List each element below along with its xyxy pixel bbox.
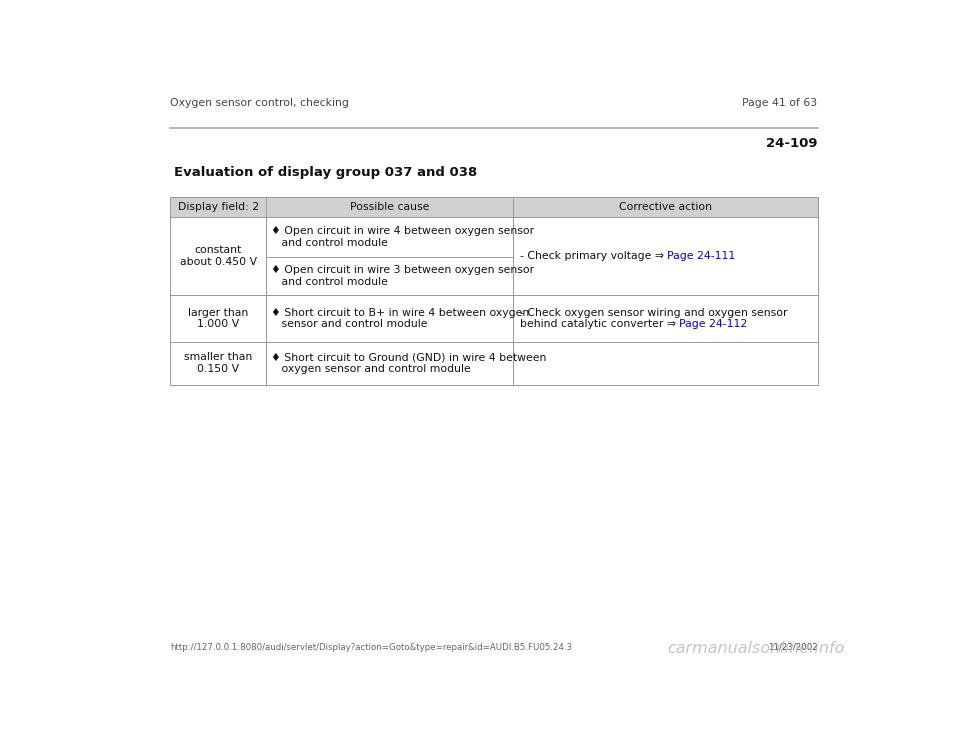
Text: 24-109: 24-109 [766,137,818,150]
Text: ♦ Open circuit in wire 4 between oxygen sensor
   and control module: ♦ Open circuit in wire 4 between oxygen … [271,226,534,248]
Text: Display field: 2: Display field: 2 [178,202,259,212]
Bar [514,295,818,341]
Text: - Check primary voltage ⇒: - Check primary voltage ⇒ [519,251,667,261]
Bar [266,295,514,341]
Text: Oxygen sensor control, checking: Oxygen sensor control, checking [170,97,349,108]
Bar [266,217,514,257]
Text: Page 41 of 63: Page 41 of 63 [742,97,818,108]
Text: carmanualsonline.info: carmanualsonline.info [667,641,844,656]
Bar [170,341,266,384]
Bar [170,197,818,217]
Text: Page 24-111: Page 24-111 [667,251,735,261]
Text: behind catalytic converter ⇒: behind catalytic converter ⇒ [519,319,679,329]
Text: Page 24-112: Page 24-112 [679,319,747,329]
Bar [170,295,266,341]
Bar [266,257,514,295]
Bar [170,217,266,295]
Text: ♦ Short circuit to B+ in wire 4 between oxygen
   sensor and control module: ♦ Short circuit to B+ in wire 4 between … [271,308,529,329]
Bar [514,341,818,384]
Text: constant
about 0.450 V: constant about 0.450 V [180,246,257,267]
Text: Possible cause: Possible cause [350,202,429,212]
Bar [514,217,818,295]
Text: larger than
1.000 V: larger than 1.000 V [188,308,249,329]
Text: 11/23/2002: 11/23/2002 [768,643,818,652]
Text: smaller than
0.150 V: smaller than 0.150 V [184,352,252,374]
Bar [266,341,514,384]
Text: http://127.0.0.1:8080/audi/servlet/Display?action=Goto&type=repair&id=AUDI.B5.FU: http://127.0.0.1:8080/audi/servlet/Displ… [170,643,572,652]
Text: Evaluation of display group 037 and 038: Evaluation of display group 037 and 038 [175,166,477,179]
Text: Corrective action: Corrective action [619,202,712,212]
Text: - Check oxygen sensor wiring and oxygen sensor: - Check oxygen sensor wiring and oxygen … [519,308,787,318]
Text: ♦ Short circuit to Ground (GND) in wire 4 between
   oxygen sensor and control m: ♦ Short circuit to Ground (GND) in wire … [271,352,546,374]
Text: ♦ Open circuit in wire 3 between oxygen sensor
   and control module: ♦ Open circuit in wire 3 between oxygen … [271,266,534,287]
